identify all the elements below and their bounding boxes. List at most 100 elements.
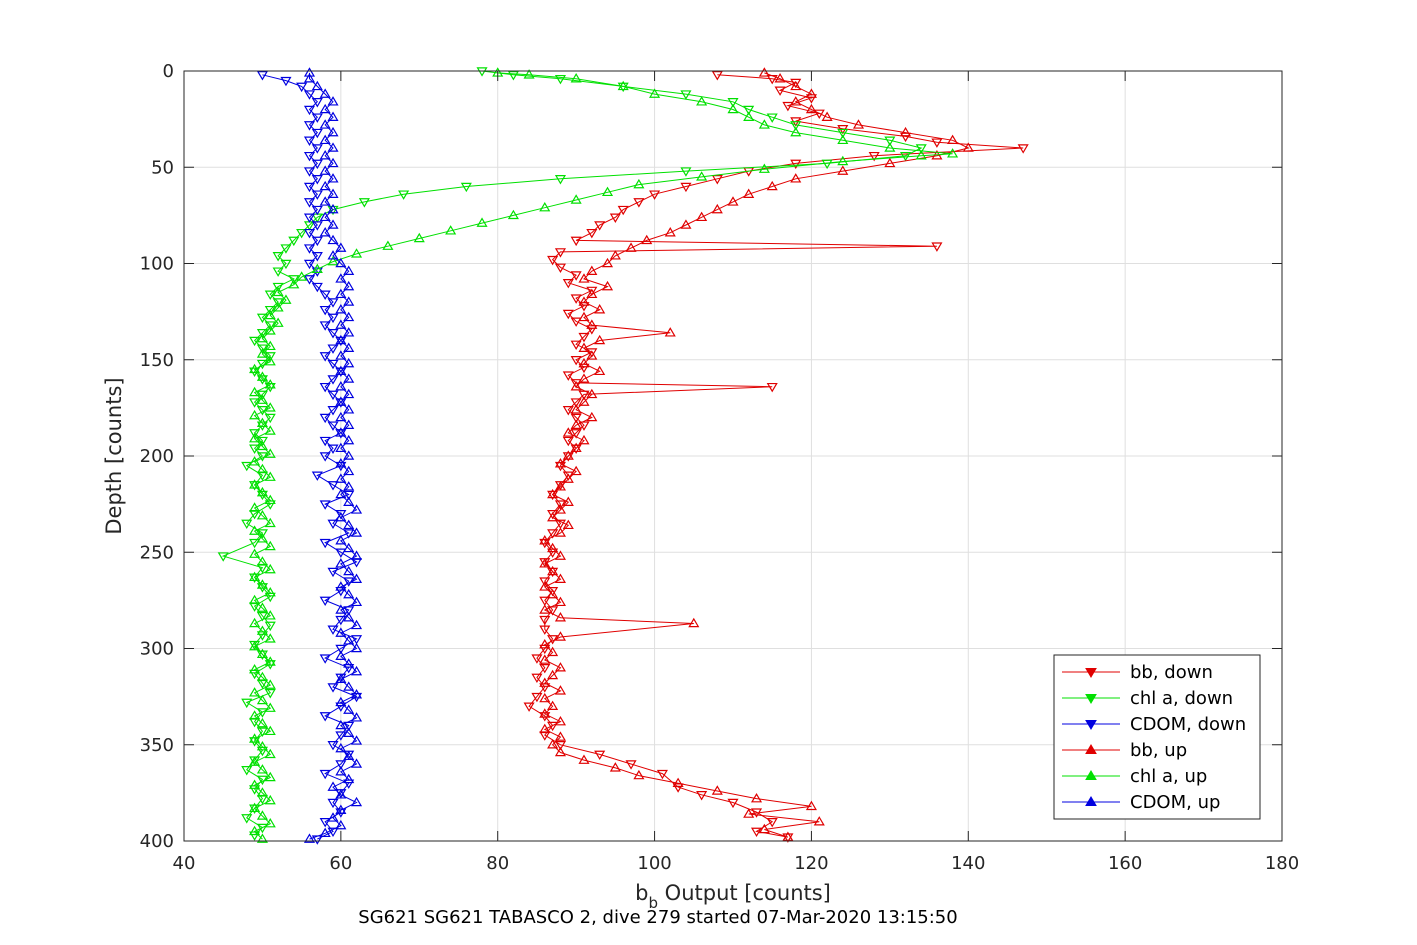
data-point xyxy=(256,810,268,820)
data-point xyxy=(554,175,567,185)
data-point xyxy=(264,817,276,828)
data-point xyxy=(350,735,363,745)
data-point xyxy=(335,429,347,439)
data-point xyxy=(303,259,316,270)
data-point xyxy=(821,111,833,121)
x-tick-label: 100 xyxy=(637,853,671,874)
data-point xyxy=(296,228,308,239)
data-point xyxy=(899,126,912,137)
series-chl-a-down xyxy=(217,67,927,841)
y-tick-label: 250 xyxy=(140,542,174,563)
data-point xyxy=(539,577,551,587)
data-point xyxy=(249,502,261,512)
data-point xyxy=(264,517,276,528)
data-point xyxy=(578,357,590,368)
data-point xyxy=(256,602,268,612)
data-point xyxy=(350,689,363,699)
data-point xyxy=(256,486,268,497)
data-point xyxy=(554,458,567,468)
data-point xyxy=(774,86,786,96)
data-point xyxy=(335,367,347,377)
data-point xyxy=(319,305,331,316)
data-point xyxy=(343,612,355,622)
data-point xyxy=(249,571,261,582)
legend-item: chl a, up xyxy=(1062,766,1207,787)
x-tick-label: 160 xyxy=(1108,853,1142,874)
data-point xyxy=(578,273,590,283)
data-point xyxy=(256,313,268,324)
legend-marker xyxy=(1085,694,1097,704)
data-point xyxy=(335,334,347,345)
data-point xyxy=(319,321,331,331)
data-point xyxy=(656,769,668,780)
data-point xyxy=(554,500,567,510)
data-point xyxy=(319,538,331,549)
data-point xyxy=(570,294,582,304)
data-point xyxy=(586,286,598,297)
data-point xyxy=(350,550,363,560)
data-point xyxy=(350,712,363,722)
data-point xyxy=(319,712,331,722)
data-point xyxy=(264,702,276,712)
data-point xyxy=(790,80,802,91)
data-point xyxy=(256,650,268,660)
data-point xyxy=(899,132,912,143)
data-point xyxy=(547,606,559,616)
data-point xyxy=(249,398,261,408)
data-point xyxy=(578,332,590,343)
data-point xyxy=(570,340,582,351)
data-point xyxy=(264,494,276,505)
data-point xyxy=(256,579,268,589)
data-point xyxy=(350,758,363,768)
data-point xyxy=(758,119,770,129)
data-point xyxy=(727,196,739,206)
data-point xyxy=(774,73,786,83)
data-point xyxy=(578,421,590,431)
data-point xyxy=(837,155,849,166)
data-point xyxy=(343,265,355,275)
series-chl-a-up xyxy=(249,67,959,843)
data-point xyxy=(570,236,582,247)
data-point xyxy=(633,198,645,208)
data-point xyxy=(507,71,519,81)
data-point xyxy=(343,388,355,399)
data-point xyxy=(343,773,355,784)
data-point xyxy=(343,779,355,789)
data-point xyxy=(327,255,339,266)
data-point xyxy=(586,350,598,360)
data-point xyxy=(343,704,355,714)
data-point xyxy=(264,771,276,782)
data-point xyxy=(319,413,331,424)
legend-item: bb, down xyxy=(1062,662,1213,683)
data-point xyxy=(249,687,261,697)
data-point xyxy=(766,113,778,123)
series-bb-up xyxy=(539,67,974,841)
data-point xyxy=(570,404,582,414)
data-point xyxy=(578,396,590,406)
data-point xyxy=(272,302,284,312)
data-point xyxy=(688,617,700,628)
data-point xyxy=(837,165,849,175)
data-point xyxy=(539,615,551,626)
data-point xyxy=(249,456,261,466)
data-point xyxy=(837,128,849,139)
data-point xyxy=(343,588,355,599)
data-point xyxy=(837,134,849,145)
data-point xyxy=(554,741,567,751)
data-point xyxy=(554,731,567,741)
data-point xyxy=(327,827,339,838)
data-point xyxy=(249,804,261,814)
data-point xyxy=(327,250,339,260)
data-point xyxy=(539,692,551,703)
legend-marker xyxy=(1085,668,1097,678)
data-point xyxy=(547,510,559,520)
data-point xyxy=(327,329,339,339)
data-point xyxy=(570,398,582,408)
data-point xyxy=(327,444,339,454)
data-point xyxy=(570,194,582,204)
data-point xyxy=(350,248,363,258)
data-point xyxy=(256,648,268,659)
data-point xyxy=(272,267,284,277)
data-point xyxy=(335,673,347,684)
data-point xyxy=(609,762,621,772)
